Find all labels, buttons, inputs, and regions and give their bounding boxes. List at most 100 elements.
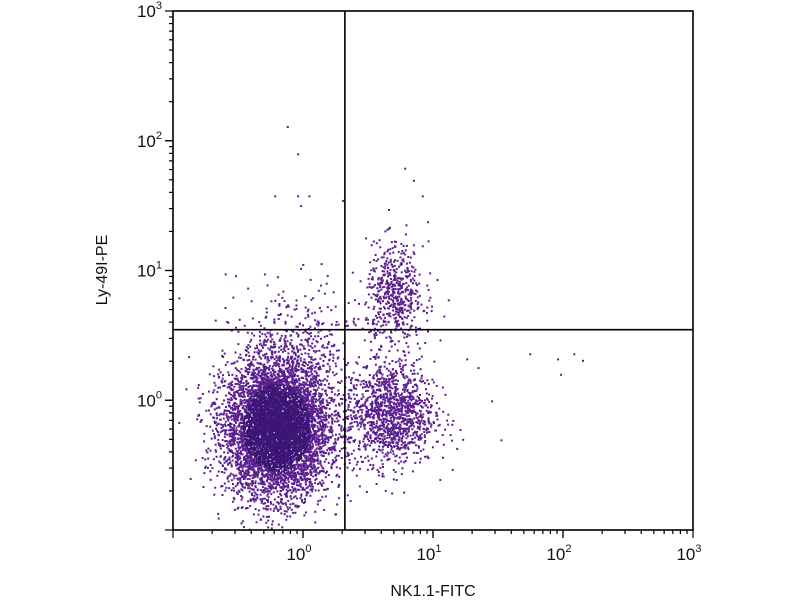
data-point [266,358,269,361]
data-point [260,501,263,504]
data-point [283,376,285,379]
data-point [264,466,267,469]
data-point [322,482,325,485]
data-point [225,486,228,489]
data-point [253,494,256,497]
data-point [290,356,293,358]
data-point [241,489,244,492]
data-point [222,413,225,416]
data-point [284,406,287,409]
data-point [295,421,297,424]
data-point [284,502,287,505]
data-point [303,477,306,480]
data-point [294,488,297,491]
data-point [232,438,235,441]
data-point [309,366,311,369]
data-point [261,332,264,335]
data-point [263,445,266,448]
data-point [304,407,307,410]
data-point [305,362,307,365]
data-point [238,447,241,450]
data-point [298,446,301,449]
data-point [250,411,253,414]
data-point [321,469,324,472]
data-point [340,429,343,432]
data-point [274,437,277,440]
data-point [304,468,307,471]
data-point [267,489,270,492]
data-point [313,435,316,438]
data-point [266,409,269,412]
data-point [286,415,288,418]
data-point [292,348,295,351]
data-point [244,463,247,466]
data-point [287,478,290,481]
data-point [243,324,246,327]
data-point [262,346,264,349]
data-point [227,418,230,421]
data-point [230,362,233,365]
data-point [245,465,247,468]
data-point [340,380,343,383]
data-point [291,486,294,488]
data-point [229,411,231,414]
data-point [253,369,255,372]
data-point [295,453,298,455]
data-point [288,409,291,412]
data-point [330,397,333,399]
data-point [289,357,292,360]
data-point [250,374,253,377]
data-point [358,485,361,488]
data-point [268,478,271,481]
data-point [329,446,332,449]
data-point [235,426,238,429]
data-point [327,386,330,389]
data-point [244,454,247,457]
data-point [258,446,261,449]
data-point [244,408,247,411]
data-point [285,465,288,468]
data-point [270,471,273,474]
data-point [323,378,326,381]
data-point [338,433,341,436]
data-point [202,486,205,489]
data-point [296,431,299,434]
data-point [250,422,253,425]
data-point [303,365,306,367]
data-point [283,407,285,410]
data-point [248,416,251,419]
data-point [287,352,290,355]
data-point [243,458,245,461]
data-point [300,391,303,394]
data-point [271,474,274,477]
data-point [266,494,269,497]
data-point [317,368,320,371]
data-point [317,483,320,485]
data-point [275,405,277,408]
data-point [228,401,231,404]
data-point [288,365,291,368]
data-point [234,367,237,370]
data-point [256,418,259,421]
data-point [291,461,294,464]
data-point [235,391,237,393]
data-point [239,413,242,416]
data-point [237,444,240,447]
data-point [233,443,236,446]
data-point [320,442,323,445]
data-point [276,380,279,383]
data-point [295,474,297,476]
data-point [229,382,232,384]
data-point [218,460,221,463]
data-point [267,381,270,384]
data-point [263,497,266,500]
data-point [265,407,267,409]
data-point [337,381,339,384]
data-point [237,380,240,383]
data-point [285,460,288,463]
data-point [325,411,328,414]
data-point [258,427,261,429]
data-point [208,373,211,376]
data-point [303,389,305,392]
data-point [325,414,328,417]
